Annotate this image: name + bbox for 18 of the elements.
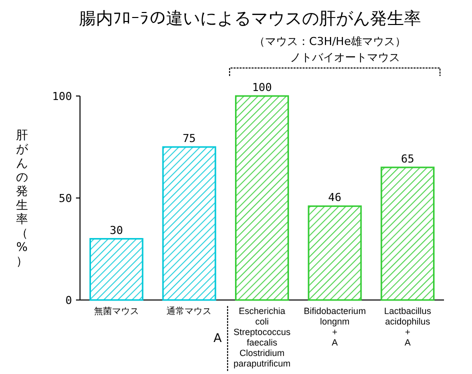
data-label: 30 (110, 224, 124, 237)
ytick: 0 (65, 294, 72, 307)
xtick: Escherichia coli Streptococcus faecalis Clostridium paraputrificum (233, 306, 291, 368)
data-label: 46 (328, 191, 342, 204)
subtitle: （マウス：C3H/He雄マウス） (254, 35, 406, 48)
data-label: 100 (252, 81, 272, 94)
annotation: A (214, 331, 222, 345)
ylabel: 肝がんの発生率（%） (16, 128, 28, 268)
data-label: 75 (182, 132, 196, 145)
data-label: 65 (400, 152, 414, 166)
xtick: Lactbacillus acidophilus + A (384, 306, 432, 348)
ytick: 50 (58, 192, 72, 205)
ytick: 100 (52, 90, 72, 103)
xtick: 通常マウス (166, 306, 212, 316)
xtick: Bifidobacterium longnm + A (304, 306, 366, 348)
xtick: 無菌マウス (94, 306, 139, 316)
title: 腸内ﾌﾛｰﾗの違いによるマウスの肝がん発生率 (79, 9, 421, 29)
annotation: ノトバイオートマウス (290, 51, 400, 64)
